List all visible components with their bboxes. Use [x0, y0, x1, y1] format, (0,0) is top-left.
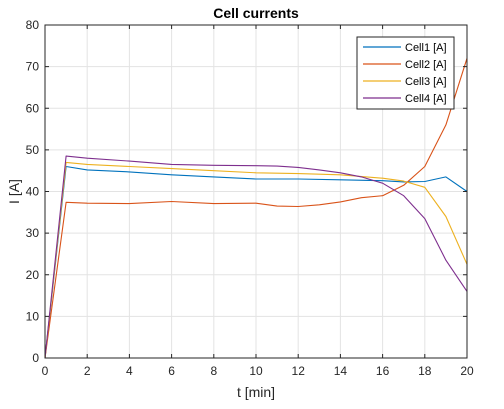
- x-tick-label: 10: [249, 364, 263, 378]
- y-tick-label: 20: [26, 268, 40, 282]
- x-tick-label: 20: [460, 364, 474, 378]
- x-tick-label: 14: [334, 364, 348, 378]
- y-axis-label: I [A]: [6, 179, 22, 204]
- y-tick-label: 80: [26, 18, 40, 32]
- x-tick-label: 18: [418, 364, 432, 378]
- x-tick-label: 8: [210, 364, 217, 378]
- y-tick-label: 50: [26, 143, 40, 157]
- chart-title: Cell currents: [213, 5, 299, 21]
- legend-label-cell1: Cell1 [A]: [405, 42, 447, 54]
- x-axis-label: t [min]: [237, 384, 275, 400]
- y-tick-label: 10: [26, 309, 40, 323]
- y-tick-label: 60: [26, 101, 40, 115]
- x-tick-label: 2: [84, 364, 91, 378]
- y-tick-label: 40: [26, 185, 40, 199]
- x-tick-label: 4: [126, 364, 133, 378]
- x-tick-label: 6: [168, 364, 175, 378]
- legend-label-cell2: Cell2 [A]: [405, 59, 447, 71]
- x-tick-label: 16: [376, 364, 390, 378]
- legend-label-cell3: Cell3 [A]: [405, 76, 447, 88]
- legend: Cell1 [A] Cell2 [A] Cell3 [A] Cell4 [A]: [357, 37, 454, 109]
- y-tick-label: 70: [26, 60, 40, 74]
- x-tick-label: 0: [42, 364, 49, 378]
- legend-label-cell4: Cell4 [A]: [405, 93, 447, 105]
- y-tick-label: 0: [32, 351, 39, 365]
- y-tick-label: 30: [26, 226, 40, 240]
- x-tick-label: 12: [292, 364, 306, 378]
